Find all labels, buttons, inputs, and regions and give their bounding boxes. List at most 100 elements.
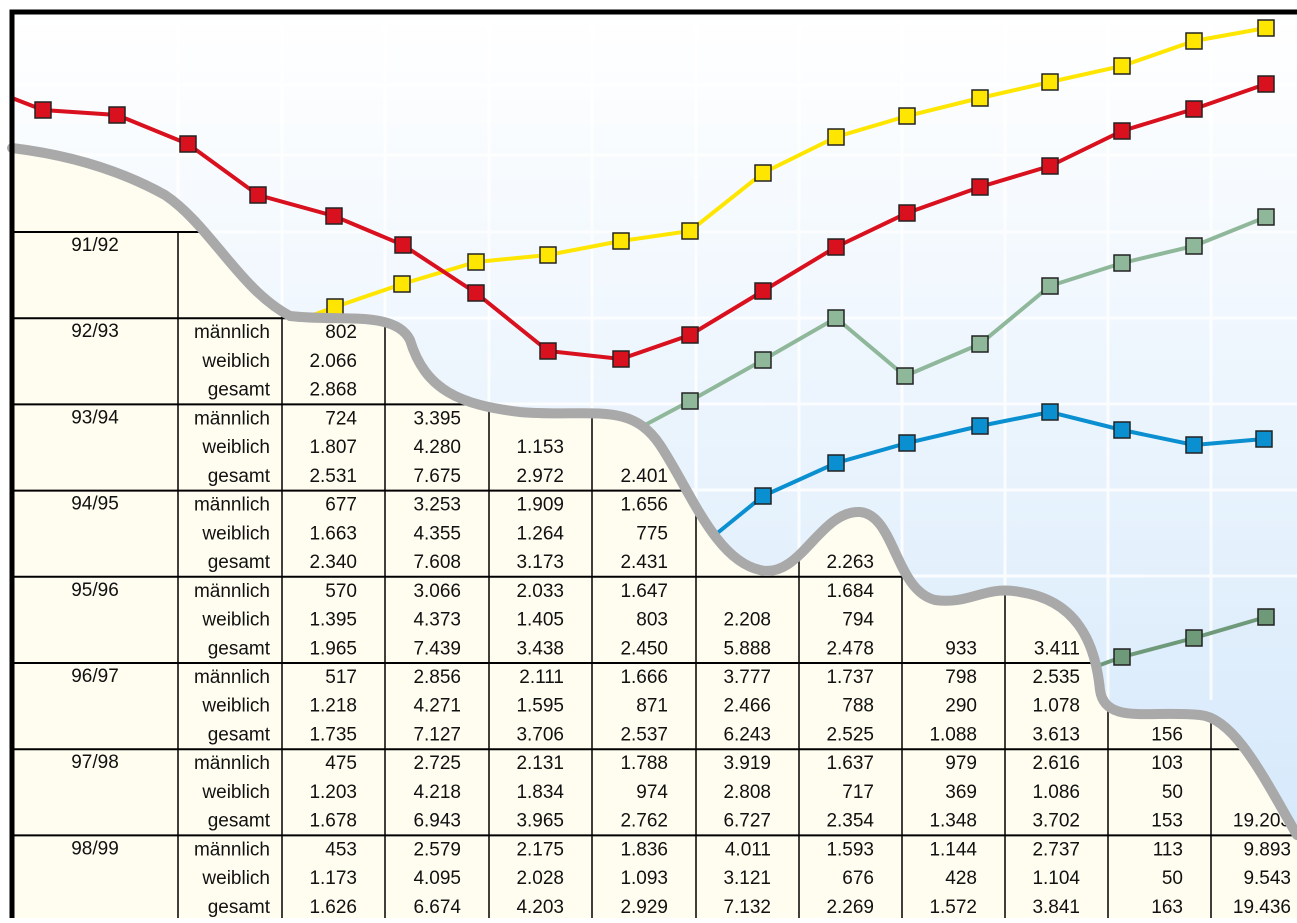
cell-value: 933: [945, 638, 977, 659]
cell-value: 7.127: [413, 724, 461, 745]
chart-lines: [11, 19, 1275, 667]
chart-marker: [971, 417, 989, 435]
cell-value: 1.153: [516, 437, 564, 458]
semester: 98/99: [71, 838, 119, 859]
cell-value: 1.834: [516, 782, 564, 803]
cell-value: 1.807: [309, 437, 357, 458]
cell-value: 4.271: [413, 696, 461, 717]
cell-value: 2.525: [826, 724, 874, 745]
chart-marker: [1257, 75, 1275, 93]
cell-value: 979: [945, 753, 977, 774]
cell-value: 2.340: [309, 552, 357, 573]
chart-marker: [539, 246, 557, 264]
cell-value: 1.647: [620, 581, 668, 602]
cell-value: 428: [945, 868, 977, 889]
cell-value: 1.626: [309, 897, 357, 918]
cell-value: 4.218: [413, 782, 461, 803]
gender-label: männlich: [194, 839, 270, 860]
cell-value: 50: [1162, 782, 1183, 803]
chart-marker: [1113, 122, 1131, 140]
cell-value: 1.348: [929, 811, 977, 832]
cell-value: 2.725: [413, 753, 461, 774]
cell-value: 1.395: [309, 610, 357, 631]
cell-value: 6.674: [413, 897, 461, 918]
cell-value: 1.684: [826, 581, 874, 602]
cell-value: 3.702: [1032, 811, 1080, 832]
gender-label: männlich: [194, 322, 270, 343]
cell-value: 7.132: [723, 897, 771, 918]
gender-label: männlich: [194, 753, 270, 774]
cell-value: 2.478: [826, 638, 874, 659]
cell-value: 50: [1162, 868, 1183, 889]
cell-value: 676: [842, 868, 874, 889]
cell-value: 103: [1151, 753, 1183, 774]
chart-marker: [467, 284, 485, 302]
gender-label: gesamt: [208, 897, 271, 918]
gender-label: weiblich: [201, 610, 270, 631]
chart-marker: [827, 238, 845, 256]
cell-value: 1.788: [620, 753, 668, 774]
chart-marker: [898, 204, 916, 222]
gender-label: weiblich: [201, 868, 270, 889]
chart-marker: [971, 178, 989, 196]
chart-marker: [1185, 32, 1203, 50]
gender-label: männlich: [194, 667, 270, 688]
cell-value: 3.919: [723, 753, 771, 774]
chart-marker: [898, 434, 916, 452]
gender-label: weiblich: [201, 523, 270, 544]
gender-label: gesamt: [208, 638, 271, 659]
cell-value: 1.144: [929, 839, 977, 860]
chart-marker: [467, 253, 485, 271]
cell-value: 3.253: [413, 495, 461, 516]
chart-marker: [1113, 648, 1131, 666]
cell-value: 1.735: [309, 724, 357, 745]
cell-value: 153: [1151, 811, 1183, 832]
chart-marker: [827, 309, 845, 327]
chart-marker: [1257, 608, 1275, 626]
cell-value: 1.086: [1032, 782, 1080, 803]
cell-value: 794: [842, 610, 874, 631]
chart-marker: [108, 106, 126, 124]
cell-value: 1.088: [929, 724, 977, 745]
chart-marker: [1255, 430, 1273, 448]
cell-value: 1.264: [516, 523, 564, 544]
cell-value: 2.033: [516, 581, 564, 602]
chart-marker: [1041, 403, 1059, 421]
gender-label: weiblich: [201, 782, 270, 803]
chart-marker: [249, 186, 267, 204]
chart-marker: [754, 487, 772, 505]
cell-value: 1.737: [826, 667, 874, 688]
cell-value: 1.104: [1032, 868, 1080, 889]
cell-value: 4.373: [413, 610, 461, 631]
cell-value: 1.173: [309, 868, 357, 889]
cell-value: 2.431: [620, 552, 668, 573]
cell-value: 677: [325, 495, 357, 516]
gender-label: gesamt: [208, 380, 271, 401]
cell-value: 3.777: [723, 667, 771, 688]
chart-line: [644, 215, 1267, 427]
cell-value: 290: [945, 696, 977, 717]
chart-marker: [971, 89, 989, 107]
cell-value: 2.208: [723, 610, 771, 631]
cell-value: 7.439: [413, 638, 461, 659]
cell-value: 775: [636, 523, 668, 544]
chart-marker: [896, 367, 914, 385]
cell-value: 6.243: [723, 724, 771, 745]
cell-value: 3.841: [1032, 897, 1080, 918]
cell-value: 2.028: [516, 868, 564, 889]
cell-value: 1.656: [620, 495, 668, 516]
chart-marker: [971, 335, 989, 353]
cell-value: 2.856: [413, 667, 461, 688]
cell-value: 1.836: [620, 839, 668, 860]
cell-value: 475: [325, 753, 357, 774]
cell-value: 2.175: [516, 839, 564, 860]
chart-marker: [1041, 73, 1059, 91]
cell-value: 1.572: [929, 897, 977, 918]
chart-marker: [1113, 254, 1131, 272]
frame: [9, 9, 1297, 918]
cell-value: 4.280: [413, 437, 461, 458]
cell-value: 1.595: [516, 696, 564, 717]
chart-line: [1099, 615, 1267, 667]
cell-value: 7.608: [413, 552, 461, 573]
